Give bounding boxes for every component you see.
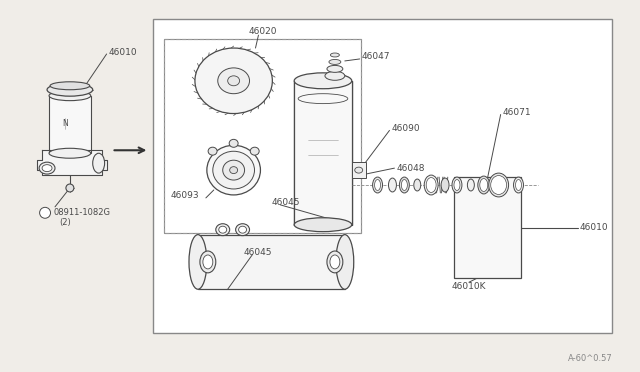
Ellipse shape [336, 235, 354, 289]
Text: 08911-1082G: 08911-1082G [53, 208, 110, 217]
Ellipse shape [401, 180, 407, 190]
Ellipse shape [213, 151, 255, 189]
Text: 46045: 46045 [244, 248, 272, 257]
Ellipse shape [50, 82, 90, 90]
Text: 46093: 46093 [170, 192, 199, 201]
Ellipse shape [426, 177, 436, 192]
Ellipse shape [325, 71, 345, 80]
Ellipse shape [189, 235, 207, 289]
Bar [49, 96, 91, 153]
Text: (2): (2) [59, 218, 70, 227]
Text: 46010K: 46010K [452, 282, 486, 291]
Ellipse shape [219, 226, 227, 233]
Text: 46048: 46048 [396, 164, 425, 173]
Ellipse shape [414, 179, 420, 191]
Ellipse shape [195, 48, 273, 113]
Ellipse shape [374, 180, 381, 190]
Text: 46090: 46090 [392, 124, 420, 133]
Ellipse shape [66, 184, 74, 192]
Bar [164, 39, 361, 232]
Ellipse shape [230, 167, 237, 174]
Ellipse shape [388, 178, 396, 192]
Ellipse shape [239, 226, 246, 233]
Ellipse shape [452, 177, 462, 193]
Ellipse shape [491, 176, 507, 195]
Ellipse shape [327, 251, 343, 273]
Ellipse shape [330, 53, 339, 57]
Ellipse shape [467, 179, 474, 191]
Ellipse shape [218, 68, 250, 94]
Text: 46020: 46020 [248, 27, 277, 36]
Ellipse shape [208, 147, 217, 155]
Ellipse shape [329, 60, 341, 64]
Ellipse shape [42, 165, 52, 171]
Ellipse shape [372, 177, 383, 193]
Ellipse shape [49, 91, 91, 101]
Ellipse shape [355, 167, 363, 173]
Ellipse shape [236, 224, 250, 235]
Ellipse shape [441, 178, 449, 192]
Bar [153, 19, 612, 333]
Ellipse shape [330, 255, 340, 269]
Ellipse shape [294, 73, 352, 89]
Ellipse shape [480, 179, 488, 192]
Ellipse shape [228, 76, 239, 86]
Ellipse shape [200, 251, 216, 273]
Ellipse shape [39, 162, 55, 174]
Ellipse shape [203, 255, 213, 269]
Ellipse shape [93, 153, 104, 173]
Circle shape [40, 207, 51, 218]
Ellipse shape [399, 177, 410, 193]
Ellipse shape [513, 177, 524, 193]
Ellipse shape [294, 218, 352, 232]
Bar [352, 162, 365, 178]
Text: A-60^0.57: A-60^0.57 [568, 354, 613, 363]
Ellipse shape [207, 145, 260, 195]
Ellipse shape [216, 224, 230, 235]
Text: N: N [62, 119, 68, 128]
Text: 46071: 46071 [502, 108, 531, 117]
Bar [198, 235, 345, 289]
Ellipse shape [327, 65, 343, 73]
Bar [164, 39, 361, 232]
Text: 46010: 46010 [580, 223, 609, 232]
Ellipse shape [478, 176, 490, 194]
Ellipse shape [489, 173, 509, 197]
Ellipse shape [250, 147, 259, 155]
Ellipse shape [49, 148, 91, 158]
Text: 46047: 46047 [362, 52, 390, 61]
Text: N: N [42, 210, 48, 216]
Text: 46045: 46045 [271, 198, 300, 207]
Bar [454, 177, 522, 278]
Ellipse shape [223, 160, 244, 180]
Ellipse shape [424, 175, 438, 195]
Text: 46010: 46010 [109, 48, 137, 57]
Ellipse shape [229, 140, 238, 147]
Ellipse shape [47, 83, 93, 96]
Polygon shape [37, 150, 107, 175]
Bar [294, 81, 352, 225]
Ellipse shape [516, 180, 522, 190]
Ellipse shape [454, 180, 460, 190]
